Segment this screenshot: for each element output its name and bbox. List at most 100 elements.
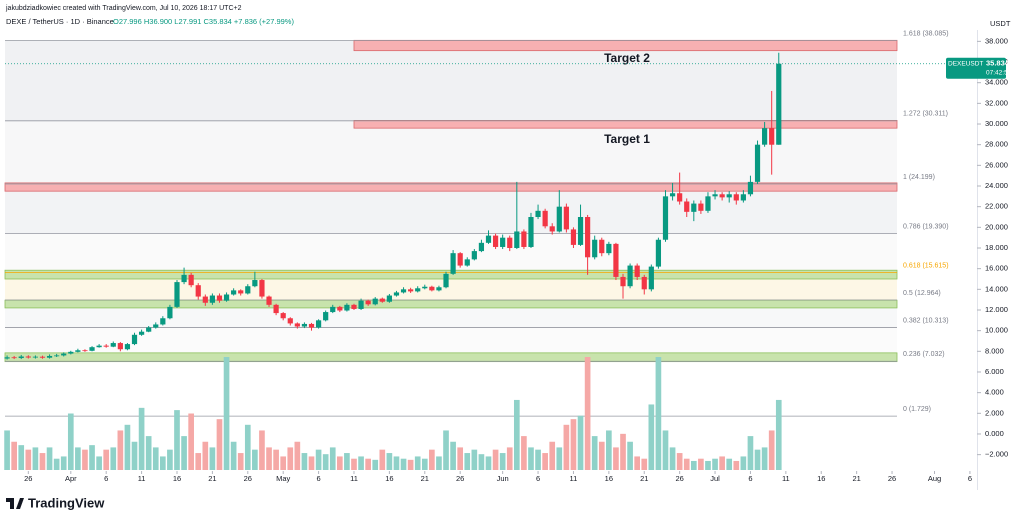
volume-bar <box>138 407 145 470</box>
volume-bar <box>117 430 124 470</box>
y-tick-label: 10.000 <box>985 326 1008 335</box>
candle-body <box>245 286 251 294</box>
candle-body <box>422 286 428 289</box>
x-tick-label: 6 <box>748 474 752 483</box>
volume-bar <box>188 413 194 470</box>
volume-bar <box>506 447 513 470</box>
candle-body <box>167 306 173 319</box>
volume-bar <box>393 456 400 470</box>
volume-bar <box>308 456 315 470</box>
candle-body <box>131 334 138 345</box>
candle-body <box>174 282 180 307</box>
volume-bar <box>25 449 32 470</box>
volume-bar <box>761 447 768 470</box>
candle-body <box>492 235 499 247</box>
volume-bar <box>747 436 754 470</box>
volume-bar <box>202 441 209 470</box>
volume-bar <box>705 460 711 470</box>
volume-bar <box>655 357 662 470</box>
volume-bar <box>301 453 308 470</box>
volume-bar <box>662 430 669 470</box>
fib-label: 0.618 (15.615) <box>903 262 949 269</box>
candle-body <box>408 289 414 292</box>
volume-bar <box>429 449 435 470</box>
x-tick-label: 21 <box>421 474 429 483</box>
candle-body <box>471 251 477 260</box>
candle-body <box>429 286 435 291</box>
volume-bar <box>315 449 322 470</box>
candle-body <box>726 194 732 198</box>
price-tag-countdown: 07:42:51 <box>986 69 1012 76</box>
candle-body <box>223 294 230 301</box>
volume-bar <box>89 445 95 470</box>
candle-body <box>563 206 569 230</box>
candle-body <box>577 217 584 245</box>
fib-label: 1 (24.199) <box>903 174 935 181</box>
candle-body <box>521 231 527 247</box>
y-tick-label: 20.000 <box>985 222 1008 231</box>
volume-bar <box>570 419 577 470</box>
candle-body <box>542 210 548 227</box>
candle-body <box>181 274 187 283</box>
candle-body <box>315 320 322 328</box>
candle-body <box>195 285 201 297</box>
price-tag <box>946 57 1006 79</box>
volume-bar <box>457 447 464 470</box>
candle-body <box>535 210 541 218</box>
volume-bar <box>329 447 336 470</box>
volume-bar <box>124 424 131 470</box>
candle-body <box>691 203 697 212</box>
zone <box>353 120 898 129</box>
candle-body <box>549 226 555 232</box>
candle-body <box>733 194 739 201</box>
volume-bar <box>613 447 619 470</box>
candle-body <box>61 353 67 356</box>
x-tick-label: 11 <box>570 474 578 483</box>
candle-body <box>393 292 400 296</box>
candle-body <box>280 313 286 319</box>
volume-bar <box>478 454 485 470</box>
fib-band <box>5 120 897 184</box>
y-tick-label: 14.000 <box>985 284 1008 293</box>
volume-bar <box>379 449 386 470</box>
volume-bar <box>768 430 775 470</box>
volume-bar <box>513 399 520 470</box>
candle-body <box>747 181 754 195</box>
candle-body <box>287 318 293 324</box>
volume-bar <box>464 453 471 470</box>
candle-body <box>358 300 364 309</box>
price-tag-price: 35.834 <box>986 59 1010 68</box>
y-tick-label: 4.000 <box>985 388 1004 397</box>
x-tick-label: 16 <box>605 474 613 483</box>
candle-body <box>400 289 407 293</box>
volume-bar <box>252 449 258 470</box>
volume-bar <box>669 447 676 470</box>
x-tick-label: 16 <box>817 474 825 483</box>
y-tick-label: 28.000 <box>985 140 1008 149</box>
x-tick-label: Aug <box>928 474 941 483</box>
credit: jakubdziadkowiec created with TradingVie… <box>5 5 242 12</box>
volume-bar <box>733 460 740 470</box>
volume-bar <box>775 399 782 470</box>
candle-body <box>620 276 626 287</box>
candle-body <box>294 323 300 327</box>
candle-body <box>698 203 704 211</box>
volume-bar <box>528 447 534 470</box>
candle-body <box>160 318 166 325</box>
volume-bar <box>103 449 110 470</box>
volume-bar <box>181 436 187 470</box>
candle-body <box>365 300 371 305</box>
candle-body <box>450 253 456 274</box>
candle-body <box>202 296 208 303</box>
candle-body <box>89 347 95 351</box>
candle-body <box>457 253 463 266</box>
annotation: Target 1 <box>604 132 650 146</box>
candle-body <box>124 344 131 350</box>
y-tick-label: 24.000 <box>985 181 1008 190</box>
candle-body <box>351 304 357 309</box>
candle-body <box>46 355 53 358</box>
volume-bar <box>421 458 428 470</box>
volume-bar <box>294 441 301 470</box>
volume-bar <box>683 458 690 470</box>
